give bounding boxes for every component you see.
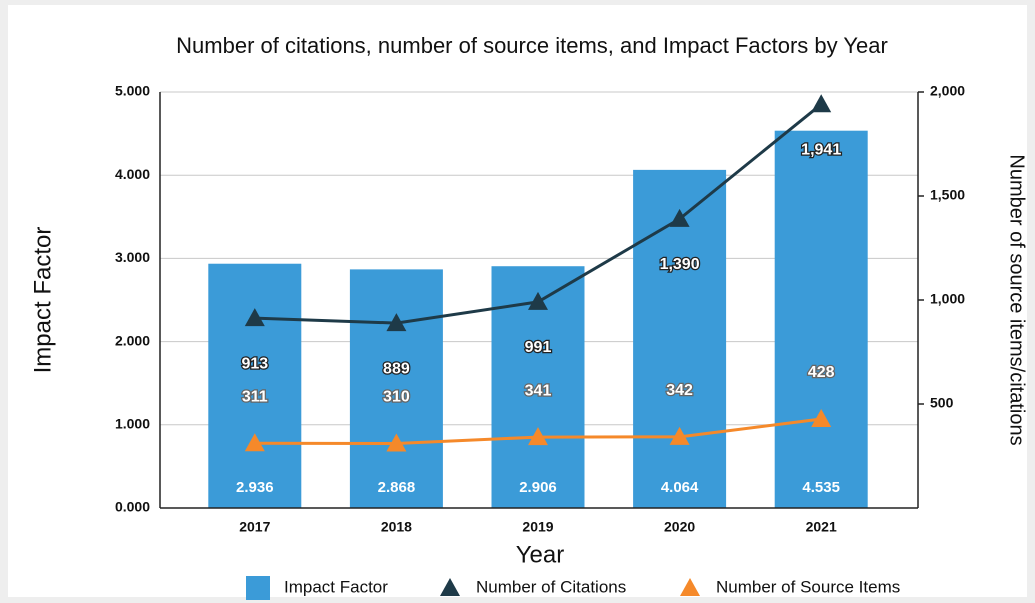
y-tick-label: 2.000 — [115, 332, 150, 348]
legend-label: Impact Factor — [284, 577, 388, 596]
x-tick-label: 2018 — [381, 519, 412, 535]
data-label: 991 — [525, 339, 552, 356]
y2-tick-label: 1,500 — [930, 187, 965, 203]
marker — [386, 433, 407, 452]
marker — [811, 94, 832, 113]
data-label: 1,941 — [801, 141, 841, 158]
x-tick-label: 2020 — [664, 519, 695, 535]
y2-tick-label: 2,000 — [930, 83, 965, 99]
y-tick-label: 1.000 — [115, 416, 150, 432]
legend-swatch — [680, 578, 700, 596]
bar — [774, 130, 868, 509]
x-tick-label: 2021 — [806, 519, 837, 535]
marker — [811, 408, 832, 427]
data-label: 913 — [241, 355, 268, 372]
y-tick-label: 3.000 — [115, 249, 150, 265]
y-tick-label: 0.000 — [115, 499, 150, 515]
data-label: 311 — [242, 389, 268, 406]
y-tick-label: 5.000 — [115, 83, 150, 99]
legend-swatch — [246, 576, 270, 600]
y2-tick-label: 1,000 — [930, 291, 965, 307]
marker — [244, 308, 265, 327]
x-tick-label: 2019 — [522, 519, 553, 535]
data-label: 341 — [525, 382, 552, 399]
data-label: 4.535 — [802, 479, 840, 496]
y-axis-title: Impact Factor — [29, 227, 56, 374]
data-label: 889 — [383, 360, 410, 377]
data-label: 342 — [666, 382, 693, 399]
marker — [669, 426, 690, 445]
legend-swatch — [440, 578, 460, 596]
marker — [669, 208, 690, 227]
legend-label: Number of Citations — [476, 577, 626, 596]
y-tick-label: 4.000 — [115, 166, 150, 182]
marker — [386, 313, 407, 332]
data-label: 2.936 — [236, 479, 274, 496]
data-label: 310 — [383, 389, 410, 406]
y2-tick-label: 500 — [930, 395, 954, 411]
bar — [349, 269, 443, 508]
chart-title: Number of citations, number of source it… — [176, 33, 888, 58]
data-label: 1,390 — [660, 256, 700, 273]
marker — [528, 427, 548, 446]
marker — [244, 433, 265, 452]
data-label: 428 — [808, 364, 835, 381]
data-label: 4.064 — [661, 479, 699, 496]
y2-axis-title: Number of source items/citations — [1006, 154, 1028, 445]
x-axis-title: Year — [516, 541, 565, 568]
bar — [208, 263, 302, 508]
x-tick-label: 2017 — [239, 519, 270, 535]
data-label: 2.868 — [378, 479, 416, 496]
marker — [528, 291, 548, 310]
legend-label: Number of Source Items — [716, 577, 900, 596]
data-label: 2.906 — [519, 479, 557, 496]
